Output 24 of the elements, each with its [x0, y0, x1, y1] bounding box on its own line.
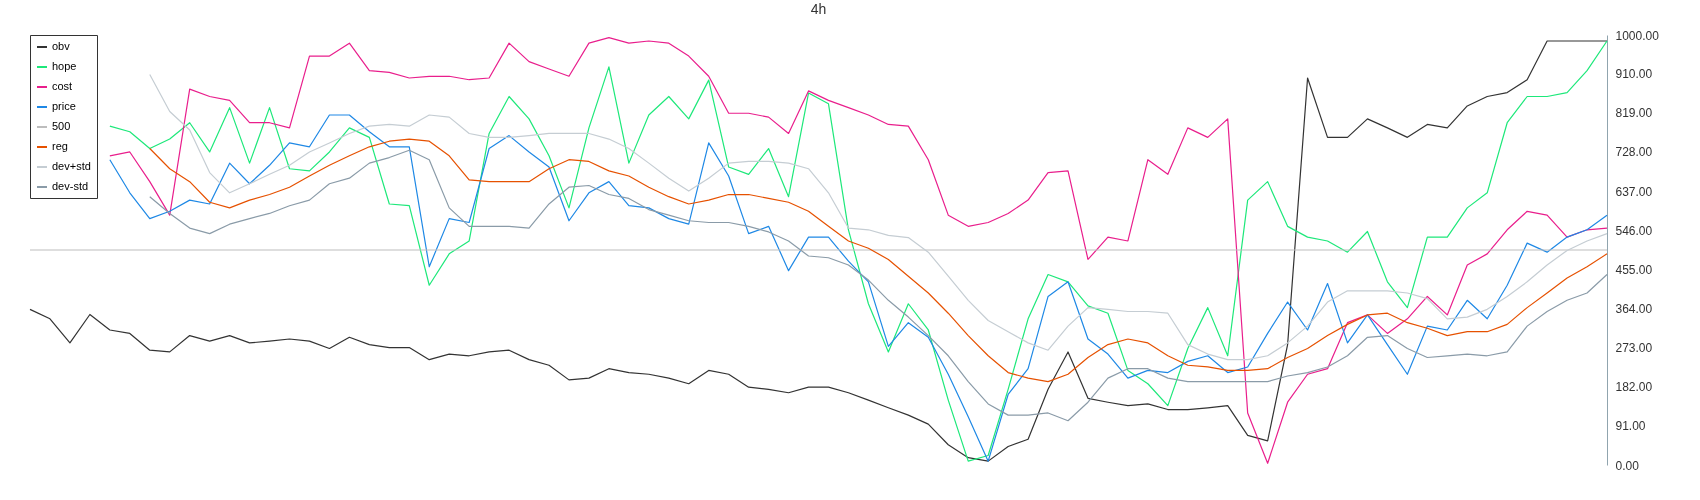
line-series — [109, 114, 1608, 462]
legend-label: 500 — [52, 120, 71, 132]
legend-label: hope — [52, 60, 77, 72]
legend-label: obv — [52, 40, 71, 52]
y-tick-label: 637.00 — [1615, 184, 1653, 199]
y-tick-label: 819.00 — [1615, 106, 1653, 121]
legend-label: cost — [52, 80, 73, 92]
y-tick-label: 455.00 — [1615, 262, 1653, 277]
legend-label: price — [52, 100, 76, 112]
chart-title: 4h — [810, 1, 827, 17]
line-series — [149, 73, 1608, 361]
y-tick-label: 0.00 — [1615, 458, 1640, 473]
y-tick-label: 182.00 — [1615, 380, 1653, 395]
legend-label: reg — [52, 140, 68, 152]
y-tick-label: 910.00 — [1615, 67, 1653, 82]
y-tick-label: 728.00 — [1615, 145, 1653, 160]
line-series — [149, 138, 1608, 383]
y-tick-label: 91.00 — [1615, 419, 1646, 434]
legend-label: dev-std — [52, 180, 89, 192]
y-tick-label: 273.00 — [1615, 341, 1653, 356]
legend-label: dev+std — [52, 160, 91, 172]
y-tick-label: 364.00 — [1615, 301, 1653, 316]
y-tick-label: 546.00 — [1615, 223, 1653, 238]
y-tick-label: 1000.00 — [1615, 28, 1660, 43]
